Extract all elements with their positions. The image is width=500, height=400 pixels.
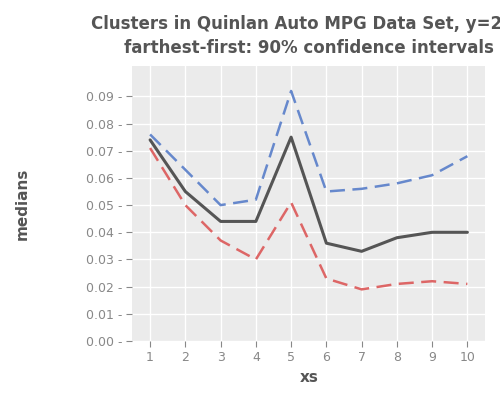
X-axis label: xs: xs — [300, 370, 318, 385]
Title: Clusters in Quinlan Auto MPG Data Set, y=2/3,
farthest-first: 90% confidence int: Clusters in Quinlan Auto MPG Data Set, y… — [91, 15, 500, 57]
Y-axis label: medians: medians — [15, 168, 30, 240]
